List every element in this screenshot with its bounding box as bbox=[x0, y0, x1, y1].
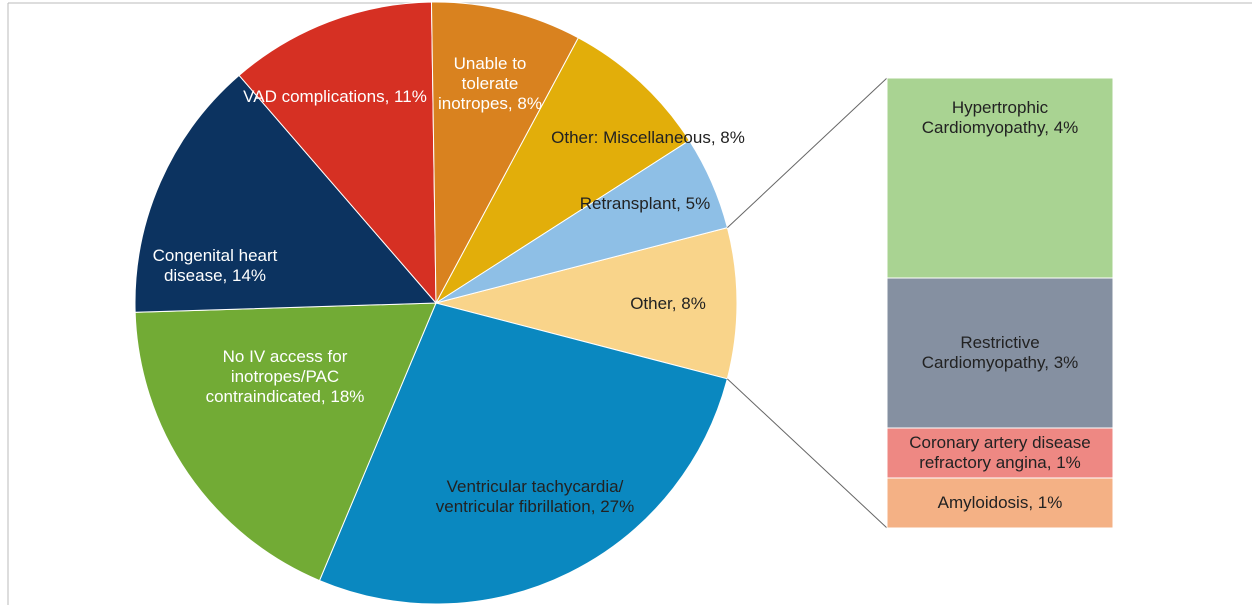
category-label: Other: Miscellaneous, bbox=[551, 128, 716, 147]
value-label: 3% bbox=[1053, 353, 1079, 372]
pie-slice bbox=[318, 302, 728, 605]
data-label: Retransplant, 5% bbox=[555, 194, 735, 214]
category-label: Hypertrophic Cardiomyopathy, bbox=[921, 98, 1049, 137]
bar-segment bbox=[886, 277, 1114, 429]
pie-slice bbox=[430, 1, 580, 305]
category-label: Other, bbox=[630, 294, 677, 313]
pie-slice bbox=[238, 1, 437, 305]
bar-segment bbox=[886, 77, 1114, 279]
value-label: 8% bbox=[720, 128, 745, 147]
category-label: Congenital heart disease, bbox=[152, 246, 278, 285]
data-label: Other: Miscellaneous, 8% bbox=[513, 128, 783, 148]
data-label: Hypertrophic Cardiomyopathy, 4% bbox=[907, 98, 1093, 138]
data-label: Congenital heart disease, 14% bbox=[135, 246, 295, 286]
value-label: 1% bbox=[1037, 493, 1063, 512]
pie-slice bbox=[134, 302, 437, 582]
category-label: Ventricular tachycardia/ ventricular fib… bbox=[435, 477, 624, 516]
value-label: 11% bbox=[394, 87, 427, 106]
category-label: VAD complications, bbox=[243, 87, 390, 106]
value-label: 8% bbox=[517, 94, 542, 113]
value-label: 8% bbox=[681, 294, 706, 313]
connector bbox=[727, 77, 888, 229]
category-label: Restrictive Cardiomyopathy, bbox=[921, 333, 1049, 372]
data-label: No IV access for inotropes/PAC contraind… bbox=[185, 347, 385, 407]
data-label: VAD complications, 11% bbox=[240, 87, 430, 107]
value-label: 4% bbox=[1053, 118, 1079, 137]
value-label: 5% bbox=[685, 194, 711, 213]
category-label: Amyloidosis, bbox=[937, 493, 1034, 512]
data-label: Coronary artery disease refractory angin… bbox=[882, 433, 1118, 473]
value-label: 14% bbox=[232, 266, 267, 285]
data-label: Amyloidosis, 1% bbox=[907, 493, 1093, 513]
data-label: Ventricular tachycardia/ ventricular fib… bbox=[420, 477, 650, 517]
data-label: Restrictive Cardiomyopathy, 3% bbox=[907, 333, 1093, 373]
category-label: Unable to tolerate inotropes, bbox=[438, 54, 527, 113]
pie-slice bbox=[434, 37, 691, 305]
value-label: 27% bbox=[600, 497, 635, 516]
data-label: Unable to tolerate inotropes, 8% bbox=[425, 54, 555, 114]
pie-slice bbox=[434, 227, 738, 380]
data-label: Other, 8% bbox=[608, 294, 728, 314]
category-label: Retransplant, bbox=[579, 194, 681, 213]
value-label: 1% bbox=[1056, 453, 1081, 472]
connector bbox=[726, 378, 888, 529]
bar-segment bbox=[886, 477, 1114, 529]
bar-segment bbox=[886, 427, 1114, 479]
pie-slice bbox=[134, 74, 438, 313]
value-label: 18% bbox=[330, 387, 365, 406]
category-label: No IV access for inotropes/PAC contraind… bbox=[205, 347, 348, 406]
category-label: Coronary artery disease refractory angin… bbox=[909, 433, 1091, 472]
